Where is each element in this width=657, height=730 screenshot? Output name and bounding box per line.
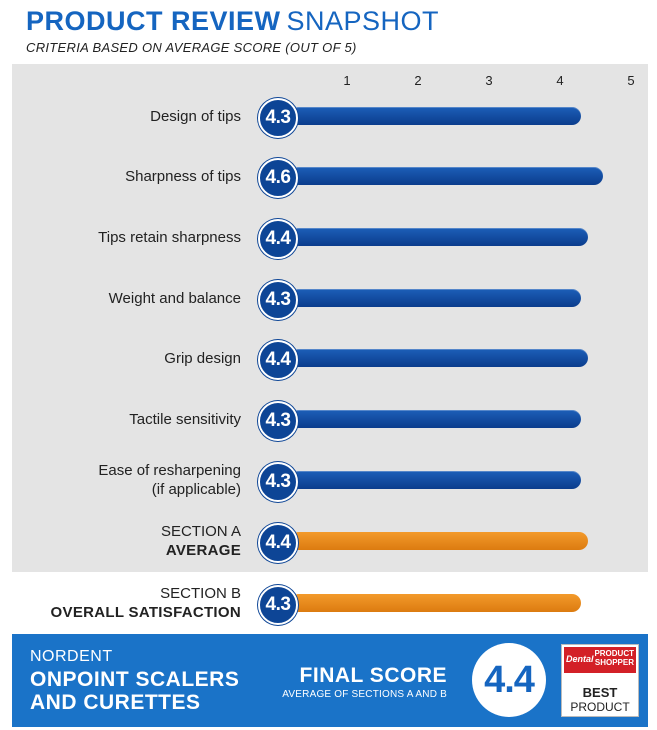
row-label: Grip design bbox=[164, 349, 241, 367]
final-score-footer: NORDENT ONPOINT SCALERS AND CURETTES FIN… bbox=[12, 634, 648, 727]
score-bar bbox=[290, 594, 582, 612]
row-label: SECTION B OVERALL SATISFACTION bbox=[50, 585, 241, 621]
score-badge: 4.3 bbox=[258, 585, 298, 625]
page-title: PRODUCT REVIEW SNAPSHOT bbox=[26, 6, 439, 36]
title-bold: PRODUCT REVIEW bbox=[26, 6, 281, 36]
score-bar bbox=[290, 167, 603, 185]
x-tick-label: 4 bbox=[556, 73, 564, 88]
score-badge: 4.4 bbox=[258, 340, 298, 380]
product-brand: NORDENT bbox=[30, 648, 113, 665]
award-ps-text: PRODUCT SHOPPER bbox=[594, 649, 634, 667]
score-bar bbox=[290, 410, 582, 428]
score-bar bbox=[290, 532, 589, 550]
product-name: ONPOINT SCALERS AND CURETTES bbox=[30, 668, 239, 714]
header: PRODUCT REVIEW SNAPSHOT CRITERIA BASED ON… bbox=[26, 6, 439, 55]
title-light: SNAPSHOT bbox=[286, 6, 440, 36]
x-tick-label: 2 bbox=[414, 73, 422, 88]
product-name-line1: ONPOINT SCALERS bbox=[30, 668, 240, 691]
row-label: Sharpness of tips bbox=[125, 167, 241, 185]
award-product-text: PRODUCT bbox=[570, 700, 630, 714]
final-score-label: FINAL SCORE bbox=[299, 664, 447, 687]
award-best-text: BEST bbox=[582, 685, 618, 700]
x-tick-label: 3 bbox=[485, 73, 493, 88]
final-score-sub: AVERAGE OF SECTIONS A AND B bbox=[282, 689, 447, 700]
final-score-badge: 4.4 bbox=[472, 643, 546, 717]
score-badge: 4.4 bbox=[258, 219, 298, 259]
score-bar bbox=[290, 471, 582, 489]
score-badge: 4.3 bbox=[258, 98, 298, 138]
row-label: Tactile sensitivity bbox=[129, 410, 241, 428]
award-dental-text: Dental bbox=[566, 654, 594, 664]
x-tick-label: 5 bbox=[627, 73, 635, 88]
row-label: Weight and balance bbox=[108, 289, 241, 307]
score-bar bbox=[290, 228, 589, 246]
score-badge: 4.3 bbox=[258, 401, 298, 441]
score-badge: 4.3 bbox=[258, 462, 298, 502]
score-badge: 4.6 bbox=[258, 158, 298, 198]
page-subtitle: CRITERIA BASED ON AVERAGE SCORE (OUT OF … bbox=[26, 40, 357, 55]
row-label: Tips retain sharpness bbox=[98, 228, 241, 246]
best-product-award: Dental PRODUCT SHOPPER BEST PRODUCT bbox=[561, 644, 639, 717]
row-label: Design of tips bbox=[150, 107, 241, 125]
x-tick-label: 1 bbox=[343, 73, 351, 88]
score-bar bbox=[290, 349, 589, 367]
row-label: SECTION A AVERAGE bbox=[160, 523, 241, 559]
score-bar bbox=[290, 107, 582, 125]
award-ps-line1: PRODUCT bbox=[594, 649, 634, 658]
row-label: Ease of resharpening (if applicable) bbox=[98, 462, 241, 498]
award-logo: Dental PRODUCT SHOPPER bbox=[564, 647, 636, 673]
score-bar bbox=[290, 289, 582, 307]
product-name-line2: AND CURETTES bbox=[30, 691, 201, 714]
award-ps-line2: SHOPPER bbox=[594, 658, 634, 667]
score-badge: 4.4 bbox=[258, 523, 298, 563]
score-badge: 4.3 bbox=[258, 280, 298, 320]
